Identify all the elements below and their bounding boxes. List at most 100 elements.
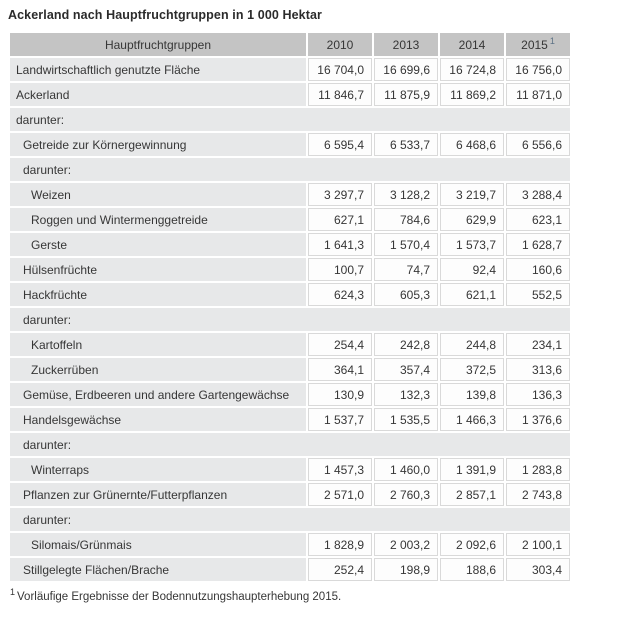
value-cell: 372,5 — [440, 358, 504, 381]
row-label: Stillgelegte Flächen/Brache — [10, 558, 306, 581]
value-cell: 1 460,0 — [374, 458, 438, 481]
value-cell: 552,5 — [506, 283, 570, 306]
value-cell: 252,4 — [308, 558, 372, 581]
table-row: Hülsenfrüchte 100,7 74,7 92,4 160,6 — [10, 258, 570, 281]
value-cell: 11 869,2 — [440, 83, 504, 106]
value-cell: 1 573,7 — [440, 233, 504, 256]
value-cell: 623,1 — [506, 208, 570, 231]
value-cell: 242,8 — [374, 333, 438, 356]
value-cell: 3 128,2 — [374, 183, 438, 206]
value-cell: 1 283,8 — [506, 458, 570, 481]
value-cell: 16 756,0 — [506, 58, 570, 81]
column-header-year: 2010 — [308, 33, 372, 56]
value-cell: 6 595,4 — [308, 133, 372, 156]
value-cell: 132,3 — [374, 383, 438, 406]
value-cell: 6 468,6 — [440, 133, 504, 156]
section-row: darunter: — [10, 508, 570, 531]
table-row: Gemüse, Erdbeeren und andere Gartengewäc… — [10, 383, 570, 406]
footnote: 1 Vorläufige Ergebnisse der Bodennutzungs… — [10, 588, 613, 603]
value-cell: 2 571,0 — [308, 483, 372, 506]
value-cell: 16 699,6 — [374, 58, 438, 81]
crop-table-body: Landwirtschaftlich genutzte Fläche 16 704… — [10, 58, 570, 581]
table-row: Stillgelegte Flächen/Brache 252,4 198,9 188… — [10, 558, 570, 581]
value-cell: 2 857,1 — [440, 483, 504, 506]
value-cell: 784,6 — [374, 208, 438, 231]
value-cell: 2 100,1 — [506, 533, 570, 556]
page-title: Ackerland nach Hauptfruchtgruppen in 1 0… — [8, 8, 322, 22]
value-cell: 11 846,7 — [308, 83, 372, 106]
row-label: Ackerland — [10, 83, 306, 106]
value-cell: 136,3 — [506, 383, 570, 406]
value-cell: 3 288,4 — [506, 183, 570, 206]
value-cell: 198,9 — [374, 558, 438, 581]
value-cell: 100,7 — [308, 258, 372, 281]
value-cell: 629,9 — [440, 208, 504, 231]
value-cell: 1 466,3 — [440, 408, 504, 431]
value-cell: 627,1 — [308, 208, 372, 231]
column-header-year: 2013 — [374, 33, 438, 56]
table-row: Weizen 3 297,7 3 128,2 3 219,7 3 288,4 — [10, 183, 570, 206]
column-header-year: 2014 — [440, 33, 504, 56]
section-label: darunter: — [10, 108, 570, 131]
value-cell: 1 641,3 — [308, 233, 372, 256]
value-cell: 16 704,0 — [308, 58, 372, 81]
value-cell: 234,1 — [506, 333, 570, 356]
value-cell: 357,4 — [374, 358, 438, 381]
table-row: Hackfrüchte 624,3 605,3 621,1 552,5 — [10, 283, 570, 306]
row-label: Getreide zur Körnergewinnung — [10, 133, 306, 156]
section-label: darunter: — [10, 508, 570, 531]
row-label: Gerste — [10, 233, 306, 256]
footnote-reference-link[interactable]: 1 — [549, 35, 555, 46]
value-cell: 11 875,9 — [374, 83, 438, 106]
value-cell: 16 724,8 — [440, 58, 504, 81]
column-header-hauptfruchtgruppen: Hauptfruchtgruppen — [10, 33, 306, 56]
table-row: Pflanzen zur Grünernte/Futterpflanzen 2 5… — [10, 483, 570, 506]
value-cell: 139,8 — [440, 383, 504, 406]
section-label: darunter: — [10, 158, 570, 181]
section-label: darunter: — [10, 308, 570, 331]
value-cell: 6 556,6 — [506, 133, 570, 156]
section-row: darunter: — [10, 108, 570, 131]
section-row: darunter: — [10, 158, 570, 181]
value-cell: 1 828,9 — [308, 533, 372, 556]
table-row: Kartoffeln 254,4 242,8 244,8 234,1 — [10, 333, 570, 356]
page: Ackerland nach Hauptfruchtgruppen in 1 0… — [8, 8, 613, 603]
table-row: Gerste 1 641,3 1 570,4 1 573,7 1 628,7 — [10, 233, 570, 256]
table-row: Roggen und Wintermenggetreide 627,1 784,6 6… — [10, 208, 570, 231]
row-label: Roggen und Wintermenggetreide — [10, 208, 306, 231]
value-cell: 130,9 — [308, 383, 372, 406]
row-label: Winterraps — [10, 458, 306, 481]
section-row: darunter: — [10, 308, 570, 331]
value-cell: 1 570,4 — [374, 233, 438, 256]
value-cell: 160,6 — [506, 258, 570, 281]
column-header-year: 2015 1 — [506, 33, 570, 56]
value-cell: 364,1 — [308, 358, 372, 381]
table-row: Silomais/Grünmais 1 828,9 2 003,2 2 092,6 2 … — [10, 533, 570, 556]
table-row: Winterraps 1 457,3 1 460,0 1 391,9 1 283,8 — [10, 458, 570, 481]
value-cell: 1 376,6 — [506, 408, 570, 431]
value-cell: 1 457,3 — [308, 458, 372, 481]
table-row: Zuckerrüben 364,1 357,4 372,5 313,6 — [10, 358, 570, 381]
value-cell: 254,4 — [308, 333, 372, 356]
section-row: darunter: — [10, 433, 570, 456]
footnote-text: Vorläufige Ergebnisse der Bodennutzungsh… — [17, 591, 342, 603]
value-cell: 1 391,9 — [440, 458, 504, 481]
value-cell: 2 003,2 — [374, 533, 438, 556]
value-cell: 1 535,5 — [374, 408, 438, 431]
value-cell: 3 219,7 — [440, 183, 504, 206]
footnote-marker: 1 — [10, 587, 16, 598]
value-cell: 244,8 — [440, 333, 504, 356]
value-cell: 6 533,7 — [374, 133, 438, 156]
row-label: Handelsgewächse — [10, 408, 306, 431]
section-label: darunter: — [10, 433, 570, 456]
value-cell: 2 743,8 — [506, 483, 570, 506]
value-cell: 605,3 — [374, 283, 438, 306]
table-row: Landwirtschaftlich genutzte Fläche 16 704… — [10, 58, 570, 81]
crop-area-table: Hauptfruchtgruppen 2010 2013 2014 2015 1 Lan… — [8, 31, 572, 583]
value-cell: 92,4 — [440, 258, 504, 281]
value-cell: 2 760,3 — [374, 483, 438, 506]
value-cell: 2 092,6 — [440, 533, 504, 556]
row-label: Kartoffeln — [10, 333, 306, 356]
value-cell: 621,1 — [440, 283, 504, 306]
header-row: Hauptfruchtgruppen 2010 2013 2014 2015 1 — [10, 33, 570, 56]
